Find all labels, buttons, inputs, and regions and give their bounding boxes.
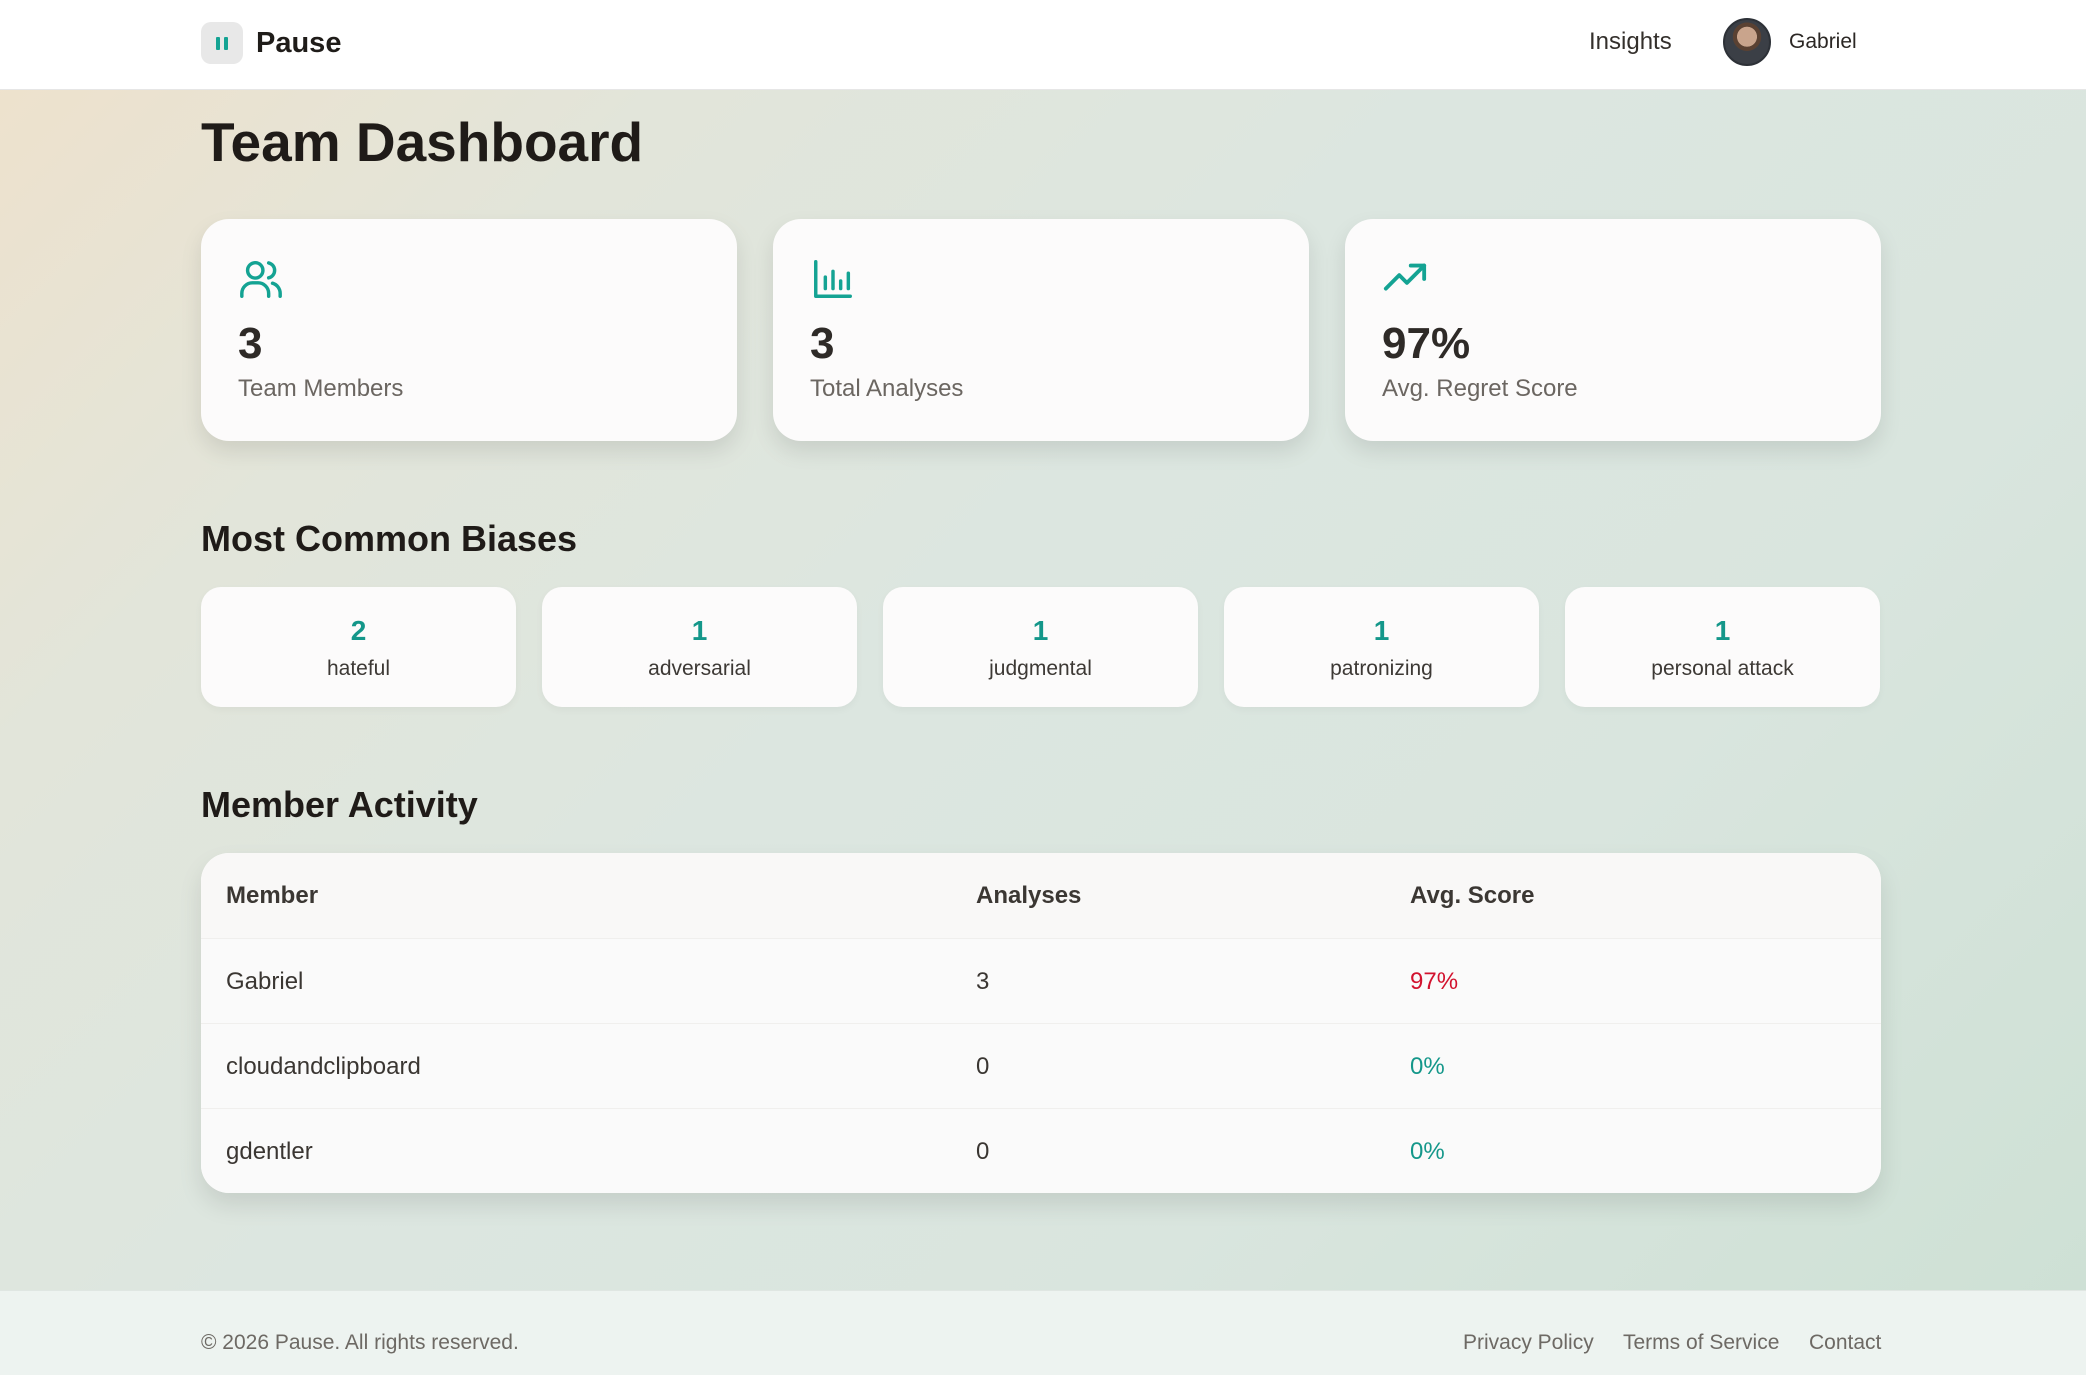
contact-link[interactable]: Contact	[1809, 1331, 1882, 1354]
stat-value: 3	[238, 319, 263, 368]
footer: © 2026 Pause. All rights reserved. Priva…	[0, 1290, 2086, 1375]
bias-card: 1 judgmental	[883, 587, 1198, 707]
table-row: Gabriel 3 97%	[201, 938, 1881, 1023]
privacy-policy-link[interactable]: Privacy Policy	[1463, 1331, 1594, 1354]
pause-logo-icon	[201, 22, 243, 64]
bar-chart-icon	[814, 260, 852, 298]
bias-name: judgmental	[989, 657, 1092, 680]
stat-value: 3	[810, 319, 835, 368]
terms-of-service-link[interactable]: Terms of Service	[1623, 1331, 1780, 1354]
table-row: gdentler 0 0%	[201, 1108, 1881, 1193]
trending-up-icon	[1383, 263, 1427, 291]
column-header-avg-score: Avg. Score	[1410, 882, 1535, 909]
member-analyses: 0	[976, 1053, 990, 1080]
stat-label: Total Analyses	[810, 375, 964, 402]
stat-label: Avg. Regret Score	[1382, 375, 1578, 402]
bias-card: 1 patronizing	[1224, 587, 1539, 707]
bias-count: 1	[1373, 615, 1390, 646]
top-navbar: Pause Insights Gabriel	[0, 0, 2086, 90]
stat-card-avg-regret-score: 97% Avg. Regret Score	[1345, 219, 1881, 441]
bias-card: 1 personal attack	[1565, 587, 1880, 707]
user-name[interactable]: Gabriel	[1789, 30, 1857, 53]
member-name: gdentler	[226, 1138, 313, 1165]
nav-insights-link[interactable]: Insights	[1589, 28, 1672, 55]
member-analyses: 0	[976, 1138, 990, 1165]
page-title: Team Dashboard	[201, 111, 644, 173]
bias-count: 2	[350, 615, 367, 646]
bias-name: adversarial	[648, 657, 751, 680]
member-name: cloudandclipboard	[226, 1053, 421, 1080]
column-header-member: Member	[226, 882, 319, 909]
member-avg-score: 0%	[1410, 1138, 1445, 1165]
stat-card-total-analyses: 3 Total Analyses	[773, 219, 1309, 441]
bias-name: personal attack	[1651, 657, 1794, 680]
biases-section-title: Most Common Biases	[201, 518, 578, 559]
brand-name: Pause	[256, 26, 342, 59]
member-avg-score: 0%	[1410, 1053, 1445, 1080]
brand-link[interactable]: Pause	[201, 21, 341, 65]
member-analyses: 3	[976, 968, 990, 995]
stat-label: Team Members	[238, 375, 404, 402]
member-avg-score: 97%	[1410, 968, 1459, 995]
stat-card-team-members: 3 Team Members	[201, 219, 737, 441]
bias-card: 2 hateful	[201, 587, 516, 707]
member-name: Gabriel	[226, 968, 304, 995]
member-activity-table: Member Analyses Avg. Score Gabriel 3 97%…	[201, 853, 1881, 1193]
column-header-analyses: Analyses	[976, 882, 1082, 909]
bias-count: 1	[1714, 615, 1731, 646]
bias-card: 1 adversarial	[542, 587, 857, 707]
stat-value: 97%	[1382, 319, 1471, 368]
bias-count: 1	[1032, 615, 1049, 646]
bias-name: hateful	[326, 657, 391, 680]
table-header-row: Member Analyses Avg. Score	[201, 853, 1881, 938]
table-row: cloudandclipboard 0 0%	[201, 1023, 1881, 1108]
activity-section-title: Member Activity	[201, 784, 478, 825]
avatar[interactable]	[1723, 18, 1771, 66]
copyright-text: © 2026 Pause. All rights reserved.	[201, 1331, 519, 1354]
bias-name: patronizing	[1330, 657, 1433, 680]
bias-count: 1	[691, 615, 708, 646]
users-icon	[240, 260, 282, 298]
